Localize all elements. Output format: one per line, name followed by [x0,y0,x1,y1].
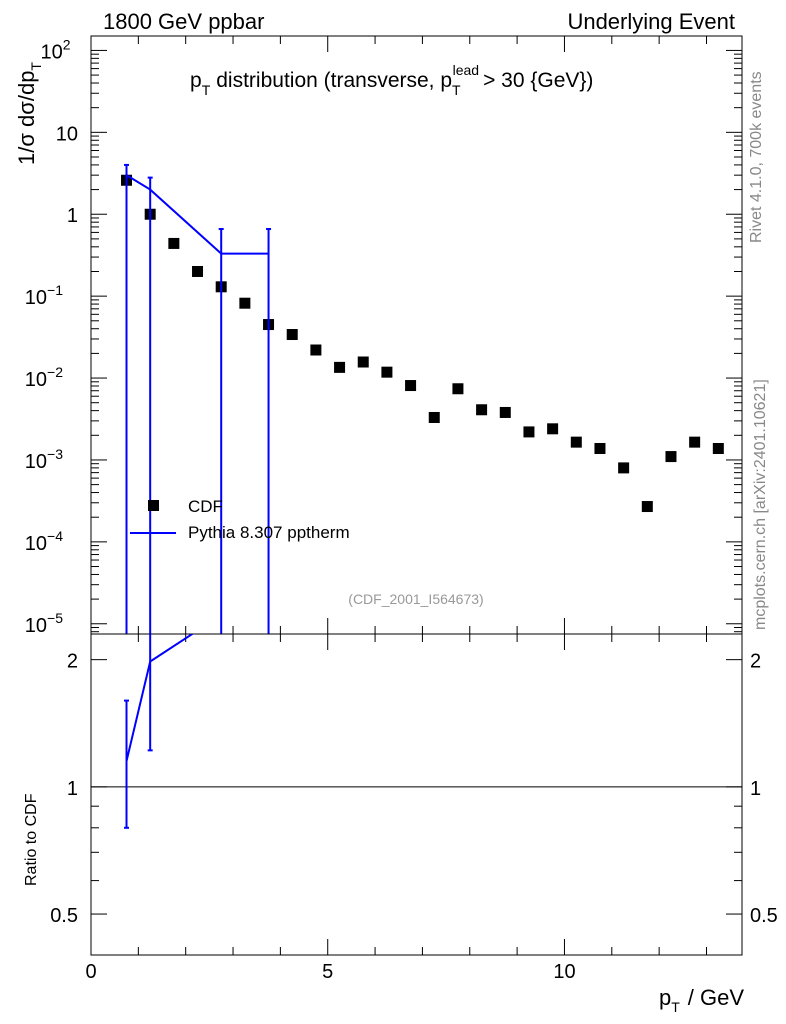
cdf-data-point [405,380,417,392]
cdf-data-point [570,436,582,448]
main-y-tick-label: 10−3 [25,446,63,473]
cdf-data-point [665,451,677,463]
cdf-data-point [168,237,180,249]
cdf-data-point [334,361,346,373]
cdf-data-point [192,265,204,277]
cdf-data-point [523,426,535,438]
x-tick-label: 5 [322,961,333,983]
ratio-y-axis: 0.5 0.5 1 1 2 2 [50,651,778,956]
main-y-tick-label: 10−4 [25,528,63,555]
main-data-layer [121,163,724,634]
cdf-data-point [452,383,464,395]
header-left: 1800 GeV ppbar [103,9,264,34]
legend-label-cdf: CDF [188,497,223,516]
ratio-data-layer [91,634,742,829]
ratio-plot-frame [90,633,743,956]
cdf-data-point [618,462,630,474]
ratio-y-tick-label-right: 0.5 [750,905,778,927]
main-plot-frame [90,35,743,635]
ratio-y-axis-label: Ratio to CDF [23,793,40,886]
main-y-axis: 10−5 10−4 10−3 10−2 10−1 1 10 102 [25,36,742,637]
cdf-data-point [712,442,724,454]
cdf-data-point [239,297,251,309]
ratio-y-tick-label: 2 [67,651,78,673]
analysis-id-annotation: (CDF_2001_I564673) [348,591,483,607]
rivet-version-label: Rivet 4.1.0, 700k events [748,71,765,243]
main-x-ticks [90,36,707,634]
cdf-data-point [286,329,298,341]
legend-label-pythia: Pythia 8.307 pptherm [188,523,350,542]
x-axis-label: pT / GeV [659,985,744,1015]
main-plot-title: pT distribution (transverse, pTlead > 30 {… [190,62,593,98]
main-y-tick-label: 10 [56,123,78,145]
main-y-tick-label: 1 [67,205,78,227]
ratio-series-line [125,634,195,762]
main-y-tick-label: 10−1 [25,282,63,309]
ratio-y-tick-label: 1 [67,778,78,800]
cdf-data-point [499,406,511,418]
cdf-data-point [428,411,440,423]
main-y-tick-label: 102 [40,36,70,63]
cdf-data-point [641,501,653,513]
ratio-y-tick-label-right: 1 [750,778,761,800]
legend: CDF Pythia 8.307 pptherm [130,497,350,542]
main-y-tick-label: 10−2 [25,364,63,391]
ratio-x-axis: 0 5 10 [85,634,707,983]
cdf-data-point [547,423,559,435]
main-y-tick-label: 10−5 [25,610,63,637]
pythia-series-line [125,174,269,255]
cdf-data-point [381,366,393,378]
mcplots-label: mcplots.cern.ch [arXiv:2401.10621] [752,379,769,630]
cdf-data-point [594,442,606,454]
legend-marker-cdf [148,500,159,511]
cdf-data-point [476,404,488,416]
ratio-y-tick-label: 0.5 [50,905,78,927]
x-tick-label: 0 [85,961,96,983]
cdf-data-point [689,436,701,448]
cdf-data-point [357,356,369,368]
ratio-y-tick-label-right: 2 [750,651,761,673]
main-y-axis-label: 1/σ dσ/dpT [14,62,44,165]
header-right: Underlying Event [567,9,735,34]
cdf-data-point [310,344,322,356]
x-tick-label: 10 [553,961,575,983]
